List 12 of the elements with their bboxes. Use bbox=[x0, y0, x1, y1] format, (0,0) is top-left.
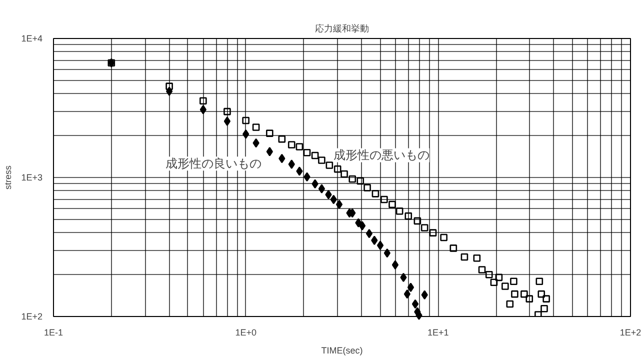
x-tick-label: 1E+0 bbox=[235, 328, 256, 338]
x-tick-label: 1E+2 bbox=[620, 328, 642, 338]
series-label: 成形性の悪いもの bbox=[333, 148, 430, 162]
y-tick-label: 1E+2 bbox=[21, 312, 43, 322]
series-label: 成形性の良いもの bbox=[166, 156, 262, 171]
x-axis-title: TIME(sec) bbox=[321, 346, 363, 356]
x-tick-label: 1E-1 bbox=[44, 328, 64, 338]
y-tick-label: 1E+4 bbox=[21, 34, 43, 44]
y-tick-label: 1E+3 bbox=[21, 172, 43, 182]
y-axis-title: stress bbox=[3, 165, 14, 190]
chart-title: 応力緩和挙動 bbox=[315, 24, 369, 34]
x-tick-label: 1E+1 bbox=[428, 328, 449, 338]
